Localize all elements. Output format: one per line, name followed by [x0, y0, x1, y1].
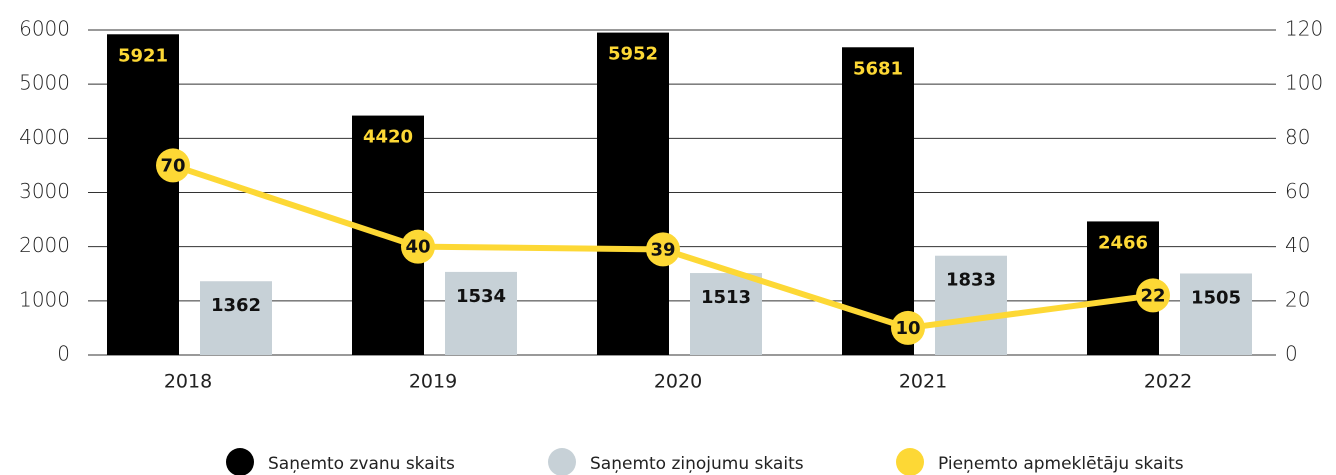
line-point [891, 310, 925, 345]
legend-swatch [548, 448, 576, 475]
data-label: 1513 [701, 287, 751, 308]
legend-swatch [226, 448, 254, 475]
data-label: 1362 [211, 295, 261, 316]
y2-tick-label: 40 [1285, 233, 1310, 257]
y-tick-label: 6000 [19, 17, 70, 41]
x-tick-label: 2021 [899, 371, 947, 393]
y-tick-label: 4000 [19, 125, 70, 149]
data-label: 2466 [1098, 232, 1148, 253]
y-tick-label: 2000 [19, 233, 70, 257]
y2-tick-label: 80 [1285, 125, 1310, 149]
data-label: 22 [1140, 285, 1165, 306]
data-label: 5681 [853, 58, 903, 79]
y2-tick-label: 120 [1285, 17, 1323, 41]
legend-label: Saņemto ziņojumu skaits [590, 454, 804, 474]
legend-swatch [896, 448, 924, 475]
data-label: 5921 [118, 45, 168, 66]
y-tick-label: 5000 [19, 71, 70, 95]
legend-label: Pieņemto apmeklētāju skaits [938, 454, 1184, 474]
data-label: 5952 [608, 44, 658, 65]
data-label: 39 [650, 239, 675, 260]
y-tick-label: 0 [57, 342, 70, 366]
bar [445, 271, 517, 355]
bar [107, 34, 179, 355]
bar [1180, 273, 1252, 355]
y2-tick-label: 60 [1285, 179, 1310, 203]
line-point [401, 229, 435, 264]
data-label: 4420 [363, 127, 413, 148]
data-label: 40 [405, 237, 430, 258]
line-point [1136, 278, 1170, 313]
line-point [646, 232, 680, 267]
data-label: 1505 [1191, 287, 1241, 308]
bar [842, 47, 914, 355]
x-tick-label: 2019 [409, 371, 457, 393]
data-label: 1833 [946, 270, 996, 291]
y-tick-label: 3000 [19, 179, 70, 203]
x-tick-label: 2020 [654, 371, 702, 393]
data-label: 70 [160, 155, 185, 176]
x-tick-label: 2022 [1144, 371, 1192, 393]
y2-tick-label: 100 [1285, 71, 1323, 95]
bar [690, 273, 762, 355]
x-tick-label: 2018 [164, 371, 212, 393]
line-point [156, 148, 190, 183]
data-label: 10 [895, 318, 920, 339]
data-label: 1534 [456, 286, 506, 307]
y-tick-label: 1000 [19, 287, 70, 311]
bar [935, 255, 1007, 355]
bar [597, 32, 669, 355]
bar [200, 281, 272, 355]
legend-label: Saņemto zvanu skaits [268, 454, 455, 474]
y2-tick-label: 20 [1285, 287, 1310, 311]
y2-tick-label: 0 [1285, 342, 1298, 366]
